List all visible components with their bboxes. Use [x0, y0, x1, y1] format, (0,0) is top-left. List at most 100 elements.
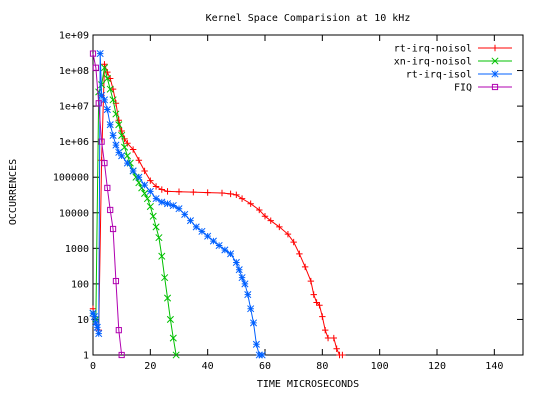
y-tick-label: 1e+06	[59, 137, 89, 148]
data-point	[104, 184, 111, 192]
data-point	[209, 237, 217, 245]
data-point	[249, 319, 258, 327]
data-point	[163, 200, 172, 208]
y-axis-label: OCCURRENCES	[8, 159, 19, 225]
legend-label-FIQ: FIQ	[454, 83, 472, 94]
data-point	[101, 159, 108, 167]
data-point	[232, 258, 240, 267]
legend-marker-rt-irq-noisol	[491, 44, 499, 52]
data-point	[100, 64, 109, 72]
data-point	[89, 309, 97, 317]
series-line-FIQ	[92, 53, 123, 356]
data-point	[115, 327, 122, 334]
x-tick-label: 120	[428, 361, 446, 372]
chart-title: Kernel Space Comparision at 10 kHz	[206, 13, 411, 24]
data-point	[164, 188, 171, 195]
data-point	[169, 201, 177, 210]
data-point	[284, 230, 292, 238]
data-point	[172, 351, 180, 359]
series-rt-irq-noisol	[89, 61, 346, 359]
data-point	[103, 74, 111, 82]
y-tick-label: 1e+09	[59, 31, 89, 42]
x-tick-label: 140	[485, 361, 503, 372]
data-point	[204, 232, 212, 240]
data-point	[244, 291, 252, 299]
legend-marker-xn-irq-noisol	[491, 57, 499, 65]
legend: rt-irq-noisol xn-irq-noisol rt-irq-isol FIQ	[394, 44, 512, 94]
data-point	[276, 223, 283, 231]
data-point	[252, 340, 260, 348]
data-point	[333, 345, 340, 352]
series-rt-irq-isol	[89, 50, 266, 359]
data-point	[115, 117, 122, 124]
data-point	[107, 206, 114, 214]
x-tick-label: 100	[371, 361, 389, 372]
data-point	[310, 291, 317, 298]
data-point	[296, 250, 303, 258]
data-point	[106, 121, 114, 129]
data-point	[103, 106, 111, 114]
data-point	[123, 159, 131, 167]
data-point	[147, 177, 154, 184]
data-point	[135, 157, 143, 164]
legend-marker-rt-irq-isol	[491, 70, 499, 78]
y-tick-label: 100000	[53, 173, 89, 184]
data-point	[247, 200, 254, 207]
data-point	[313, 299, 320, 306]
data-point	[109, 131, 117, 139]
y-tick-label: 1	[83, 351, 89, 362]
x-tick-label: 80	[316, 361, 328, 372]
data-point	[324, 334, 332, 342]
data-point	[227, 250, 235, 258]
data-point	[152, 183, 160, 190]
data-point	[181, 210, 189, 218]
data-point	[118, 131, 126, 139]
data-point	[258, 351, 266, 359]
x-tick-label: 40	[202, 361, 214, 372]
data-point	[152, 223, 160, 231]
data-point	[146, 202, 154, 211]
data-point	[261, 213, 269, 220]
data-point	[112, 277, 120, 285]
data-point	[330, 334, 337, 342]
series-layer	[89, 50, 346, 359]
data-point	[158, 186, 165, 193]
data-point	[339, 351, 346, 359]
data-point	[98, 138, 105, 145]
data-point	[123, 152, 131, 160]
series-line-rt-irq-isol	[92, 53, 263, 356]
data-point	[155, 234, 163, 242]
data-point	[115, 121, 123, 129]
data-point	[143, 195, 152, 203]
data-point	[101, 61, 108, 68]
data-point	[109, 85, 117, 93]
data-point	[247, 305, 255, 313]
data-point	[141, 189, 149, 197]
y-tick-label: 1000	[65, 244, 89, 255]
axis-ticks: 0 20 40 60 80 100 120 140 1 10 100 1000 10000 100000 1…	[53, 31, 523, 372]
data-point	[95, 330, 103, 338]
data-point	[118, 152, 126, 160]
data-point	[192, 223, 200, 231]
data-point	[92, 319, 100, 327]
series-line-rt-irq-noisol	[92, 64, 343, 356]
data-point	[267, 217, 274, 224]
y-tick-label: 10	[77, 315, 89, 326]
data-point	[118, 351, 125, 359]
data-point	[158, 198, 166, 206]
data-point	[186, 217, 195, 225]
data-point	[301, 263, 309, 271]
data-point	[238, 195, 246, 202]
data-point	[218, 189, 226, 197]
data-point	[112, 110, 120, 118]
data-point	[89, 50, 97, 57]
data-point	[238, 274, 246, 282]
data-point	[322, 326, 329, 334]
data-point	[256, 206, 263, 214]
y-tick-label: 10000	[59, 208, 89, 219]
data-point	[227, 190, 234, 198]
data-point	[112, 141, 120, 149]
data-point	[158, 252, 166, 260]
data-point	[319, 313, 326, 320]
